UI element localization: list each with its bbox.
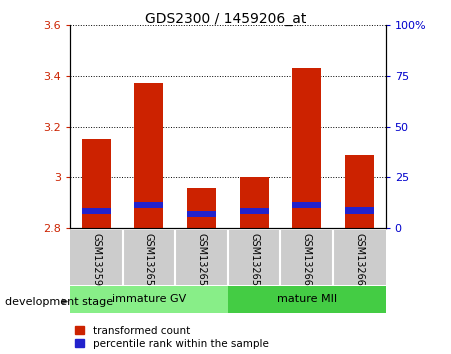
Bar — [187, 188, 216, 228]
Bar — [292, 202, 321, 209]
Bar — [239, 208, 268, 214]
Text: immature GV: immature GV — [112, 295, 186, 304]
Bar — [134, 83, 163, 228]
Bar — [82, 139, 110, 228]
Text: GSM132659: GSM132659 — [249, 233, 259, 292]
Bar — [187, 211, 216, 217]
Text: development stage: development stage — [5, 297, 113, 307]
Bar — [345, 207, 374, 213]
Legend: transformed count, percentile rank within the sample: transformed count, percentile rank withi… — [75, 326, 269, 349]
Bar — [239, 177, 268, 228]
Bar — [134, 202, 163, 209]
Text: GSM132592: GSM132592 — [91, 233, 101, 292]
Bar — [228, 286, 386, 313]
Text: GSM132660: GSM132660 — [302, 233, 312, 292]
Text: mature MII: mature MII — [276, 295, 337, 304]
Bar — [70, 286, 228, 313]
Bar — [345, 155, 374, 228]
Bar — [292, 68, 321, 228]
Text: GSM132661: GSM132661 — [354, 233, 364, 292]
Text: GDS2300 / 1459206_at: GDS2300 / 1459206_at — [145, 12, 306, 27]
Text: GSM132657: GSM132657 — [144, 233, 154, 292]
Bar — [82, 208, 110, 214]
Text: GSM132658: GSM132658 — [197, 233, 207, 292]
